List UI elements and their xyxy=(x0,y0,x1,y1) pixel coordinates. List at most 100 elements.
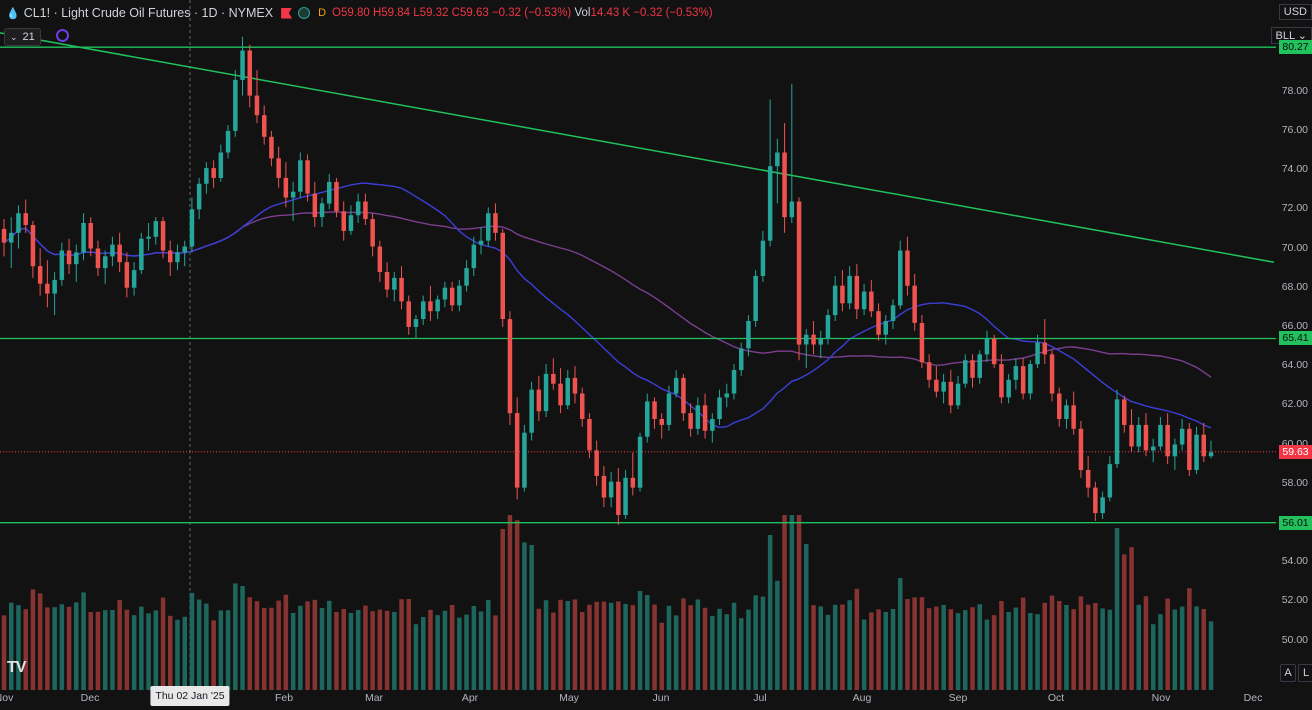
volume-bar xyxy=(659,622,664,690)
candle-body xyxy=(406,301,411,327)
volume-bar xyxy=(500,529,505,690)
candle-body xyxy=(153,221,159,237)
candle-body xyxy=(442,287,448,300)
chevron-down-icon: ⌄ xyxy=(10,31,18,42)
price-tick: 62.00 xyxy=(1281,398,1308,411)
candle-body xyxy=(276,158,281,178)
candle-body xyxy=(370,219,375,247)
volume-bar xyxy=(269,607,274,690)
volume-bar xyxy=(478,611,484,690)
volume-bar xyxy=(1129,547,1134,690)
volume-bar xyxy=(384,610,390,690)
candle-body xyxy=(1020,366,1026,394)
volume-bar xyxy=(695,599,701,690)
candle-body xyxy=(52,279,57,294)
candle-body xyxy=(1122,399,1127,425)
volume-bar xyxy=(486,600,491,690)
volume-bar xyxy=(580,612,585,690)
volume-bar xyxy=(681,598,686,690)
time-tick: Dec xyxy=(80,692,100,704)
candle-body xyxy=(934,379,939,392)
candle-body xyxy=(1114,399,1120,465)
candle-body xyxy=(543,373,549,412)
candle-body xyxy=(1057,393,1062,419)
candle-body xyxy=(710,419,715,431)
flag-icon[interactable] xyxy=(281,7,293,19)
candle-body xyxy=(37,266,43,284)
volume-bar xyxy=(572,599,578,690)
candle-body xyxy=(283,177,289,198)
volume-bar xyxy=(1049,595,1055,690)
volume-bar xyxy=(16,605,21,690)
candle-body xyxy=(825,315,831,339)
candle-body xyxy=(818,338,823,345)
volume-bar xyxy=(428,609,433,690)
volume-bar xyxy=(399,599,404,690)
level-price-tag[interactable]: 65.41 xyxy=(1279,331,1312,346)
candle-body xyxy=(59,250,65,280)
candle-body xyxy=(1078,428,1084,470)
candle-body xyxy=(493,213,498,233)
volume-bar xyxy=(1114,528,1120,690)
candle-body xyxy=(789,201,795,218)
crosshair-date-label: Thu 02 Jan '25 xyxy=(150,686,230,706)
time-tick: Nov xyxy=(1151,692,1171,704)
indicator-settings-icon[interactable] xyxy=(56,29,69,42)
volume-bar xyxy=(1136,604,1141,690)
volume-bar xyxy=(66,606,72,690)
candle-body xyxy=(702,405,708,431)
volume-bar xyxy=(189,592,195,690)
volume-bar xyxy=(522,542,527,690)
candle-body xyxy=(522,432,527,488)
open-value: O59.80 xyxy=(332,7,370,19)
level-price-tag[interactable]: 56.01 xyxy=(1279,515,1312,530)
volume-bar xyxy=(753,595,758,690)
volume-bar xyxy=(182,616,187,690)
candle-body xyxy=(977,354,982,378)
indicator-collapse-button[interactable]: ⌄ 21 xyxy=(4,28,41,46)
volume-bar xyxy=(262,608,267,690)
time-tick: Aug xyxy=(852,692,872,704)
auto-scale-button[interactable]: A xyxy=(1280,664,1296,682)
candle-body xyxy=(1107,464,1113,498)
log-label: L xyxy=(1302,667,1310,679)
market-status-dot[interactable] xyxy=(298,7,311,19)
candle-body xyxy=(319,203,325,218)
volume-bar xyxy=(124,609,130,690)
candle-body xyxy=(659,419,664,425)
tradingview-logo[interactable]: TV xyxy=(7,659,26,676)
volume-value: 14.43 K xyxy=(590,7,631,19)
price-tick: 50.00 xyxy=(1281,633,1308,646)
candle-body xyxy=(861,291,867,310)
candle-body xyxy=(298,160,303,192)
currency-select[interactable]: USD xyxy=(1278,4,1312,20)
volume-bar xyxy=(131,615,137,690)
volume-bar xyxy=(883,612,888,690)
symbol-title[interactable]: CL1! · Light Crude Oil Futures · 1D · NY… xyxy=(23,6,274,20)
candle-body xyxy=(399,277,404,302)
candle-body xyxy=(912,285,917,323)
volume-bar xyxy=(543,600,549,690)
candle-body xyxy=(81,223,86,253)
volume-bar xyxy=(95,611,101,690)
price-tick: 78.00 xyxy=(1281,84,1308,97)
volume-bar xyxy=(623,604,628,690)
candle-body xyxy=(1187,428,1192,470)
volume-bar xyxy=(977,604,982,690)
candle-body xyxy=(919,323,925,363)
volume-bar xyxy=(88,612,93,690)
log-scale-button[interactable]: L xyxy=(1298,664,1312,682)
volume-bar xyxy=(218,610,224,690)
level-price-tag[interactable]: 80.27 xyxy=(1279,40,1312,55)
candle-body xyxy=(240,50,245,80)
volume-bar xyxy=(999,601,1004,690)
volume-bar xyxy=(233,583,238,690)
candle-body xyxy=(341,211,346,231)
volume-bar xyxy=(1151,624,1156,690)
volume-bar xyxy=(421,617,426,690)
candle-body xyxy=(384,272,390,290)
data-delay-badge[interactable]: D xyxy=(318,7,327,19)
volume-bar xyxy=(406,599,411,690)
candle-body xyxy=(1201,434,1206,457)
